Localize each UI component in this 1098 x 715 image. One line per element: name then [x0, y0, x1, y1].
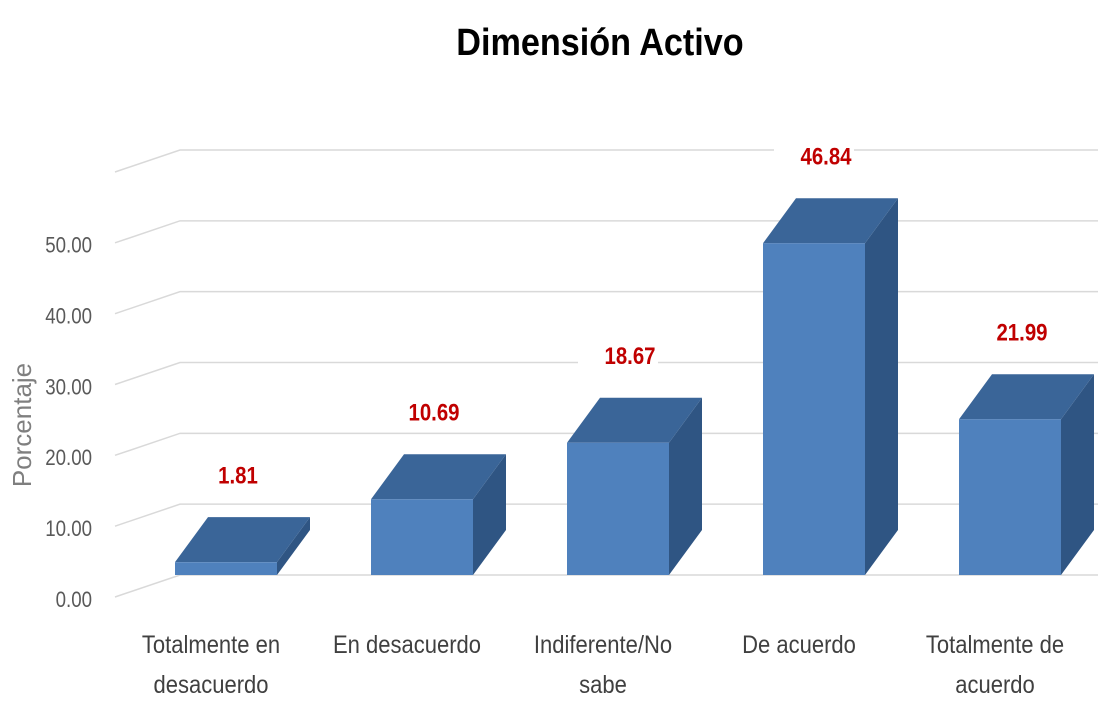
bar [567, 442, 669, 575]
bar-side [277, 517, 310, 575]
y-tick-label: 50.00 [45, 234, 92, 258]
grid-line [114, 149, 1098, 173]
y-tick-label: 0.00 [56, 588, 92, 612]
x-tick-label: De acuerdo [742, 631, 856, 659]
data-label: 1.81 [218, 462, 258, 489]
x-tick-label: Totalmente de acuerdo [925, 631, 1065, 699]
y-tick-label: 20.00 [45, 447, 92, 471]
bar-side [473, 454, 506, 575]
data-label: 21.99 [996, 319, 1047, 346]
data-label: 10.69 [408, 399, 459, 426]
bar [763, 243, 865, 575]
bar-side [1061, 374, 1094, 575]
y-tick-label: 30.00 [45, 376, 92, 400]
grid-line [114, 220, 1098, 244]
bar-top [959, 374, 1094, 420]
x-tick-label: Indiferente/No sabe [533, 631, 673, 699]
grid-line [114, 290, 1098, 315]
data-label: 18.67 [604, 343, 655, 370]
data-label: 46.84 [800, 143, 852, 170]
bar-top [763, 198, 898, 244]
y-tick-label: 40.00 [45, 305, 92, 329]
bar [371, 499, 473, 575]
bar-top [567, 397, 702, 443]
bar [959, 419, 1061, 575]
data-label-bg [774, 140, 854, 177]
grid-line [114, 574, 1098, 598]
x-tick-label: Totalmente en desacuerdo [141, 631, 281, 699]
data-label-bg [382, 396, 462, 433]
y-tick-label: 10.00 [45, 518, 92, 542]
data-label-bg [578, 339, 658, 376]
chart-title: Dimensión Activo [456, 20, 743, 63]
bar-top [175, 517, 310, 563]
bar-side [865, 198, 898, 575]
bar [175, 562, 277, 575]
bar-top [371, 454, 506, 500]
data-label-bg [970, 316, 1050, 353]
data-label-bg [186, 459, 266, 496]
bar-side [669, 397, 702, 575]
y-axis-title: Porcentaje [7, 363, 37, 487]
x-tick-label: En desacuerdo [332, 631, 482, 659]
